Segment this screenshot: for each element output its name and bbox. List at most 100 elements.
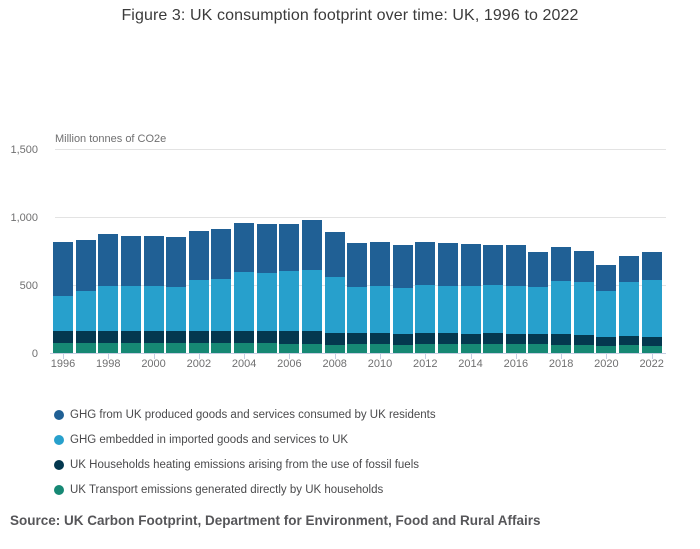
- bar-segment[interactable]: [211, 279, 232, 331]
- bar-segment[interactable]: [392, 245, 413, 288]
- bar-segment[interactable]: [234, 343, 255, 353]
- bar-2020[interactable]: [596, 264, 617, 353]
- bar-2008[interactable]: [324, 231, 345, 353]
- bar-2016[interactable]: [505, 245, 526, 353]
- bar-2015[interactable]: [483, 244, 504, 353]
- bar-2017[interactable]: [528, 252, 549, 353]
- bar-segment[interactable]: [188, 230, 209, 280]
- bar-segment[interactable]: [211, 343, 232, 353]
- bar-segment[interactable]: [234, 271, 255, 331]
- bar-segment[interactable]: [324, 344, 345, 353]
- bar-segment[interactable]: [98, 285, 119, 331]
- bar-segment[interactable]: [596, 290, 617, 337]
- bar-segment[interactable]: [302, 270, 323, 332]
- bar-segment[interactable]: [279, 343, 300, 353]
- bar-segment[interactable]: [302, 331, 323, 344]
- bar-segment[interactable]: [483, 244, 504, 285]
- bar-segment[interactable]: [483, 344, 504, 353]
- bar-segment[interactable]: [460, 285, 481, 334]
- bar-segment[interactable]: [75, 330, 96, 344]
- bar-segment[interactable]: [505, 344, 526, 353]
- bar-2006[interactable]: [279, 224, 300, 353]
- bar-segment[interactable]: [392, 333, 413, 345]
- bar-segment[interactable]: [437, 242, 458, 286]
- bar-segment[interactable]: [188, 330, 209, 344]
- bar-segment[interactable]: [415, 285, 436, 334]
- bar-1996[interactable]: [53, 241, 73, 353]
- bar-segment[interactable]: [573, 334, 594, 345]
- bar-segment[interactable]: [460, 343, 481, 353]
- bar-segment[interactable]: [166, 330, 187, 344]
- bar-segment[interactable]: [234, 330, 255, 344]
- bar-segment[interactable]: [75, 240, 96, 291]
- bar-segment[interactable]: [256, 343, 277, 353]
- bar-segment[interactable]: [53, 343, 73, 353]
- bar-segment[interactable]: [347, 243, 368, 287]
- bar-segment[interactable]: [143, 343, 164, 353]
- bar-segment[interactable]: [437, 285, 458, 334]
- bar-segment[interactable]: [234, 223, 255, 272]
- bar-segment[interactable]: [120, 343, 141, 353]
- bar-segment[interactable]: [347, 286, 368, 334]
- bar-segment[interactable]: [256, 224, 277, 273]
- bar-2007[interactable]: [302, 220, 323, 353]
- bar-segment[interactable]: [505, 245, 526, 286]
- bar-1999[interactable]: [120, 236, 141, 353]
- bar-segment[interactable]: [415, 241, 436, 285]
- bar-segment[interactable]: [98, 234, 119, 286]
- bar-2011[interactable]: [392, 245, 413, 353]
- bar-segment[interactable]: [641, 336, 662, 346]
- bar-segment[interactable]: [211, 330, 232, 344]
- bar-segment[interactable]: [460, 333, 481, 344]
- bar-segment[interactable]: [120, 330, 141, 344]
- bar-segment[interactable]: [392, 344, 413, 353]
- bar-segment[interactable]: [211, 228, 232, 280]
- bar-segment[interactable]: [415, 333, 436, 345]
- bar-segment[interactable]: [98, 343, 119, 353]
- bar-2001[interactable]: [166, 237, 187, 353]
- bar-segment[interactable]: [166, 343, 187, 353]
- bar-2005[interactable]: [256, 224, 277, 353]
- bar-segment[interactable]: [143, 285, 164, 331]
- bar-segment[interactable]: [619, 282, 640, 336]
- bar-segment[interactable]: [528, 344, 549, 353]
- bar-segment[interactable]: [551, 333, 572, 345]
- bar-segment[interactable]: [98, 330, 119, 344]
- bar-segment[interactable]: [53, 295, 73, 331]
- bar-2019[interactable]: [573, 250, 594, 353]
- bar-segment[interactable]: [528, 252, 549, 287]
- bar-segment[interactable]: [437, 343, 458, 353]
- bar-2000[interactable]: [143, 236, 164, 353]
- bar-segment[interactable]: [369, 285, 390, 333]
- bar-segment[interactable]: [143, 330, 164, 344]
- bar-2014[interactable]: [460, 244, 481, 353]
- bar-segment[interactable]: [53, 330, 73, 344]
- bar-segment[interactable]: [551, 280, 572, 334]
- bar-segment[interactable]: [75, 343, 96, 353]
- bar-segment[interactable]: [551, 344, 572, 353]
- bar-segment[interactable]: [619, 255, 640, 283]
- bar-segment[interactable]: [188, 279, 209, 331]
- bar-segment[interactable]: [460, 244, 481, 286]
- bar-2004[interactable]: [234, 223, 255, 353]
- bar-segment[interactable]: [347, 333, 368, 345]
- bar-segment[interactable]: [573, 250, 594, 282]
- bar-segment[interactable]: [573, 344, 594, 353]
- bar-2022[interactable]: [641, 252, 662, 353]
- bar-segment[interactable]: [369, 332, 390, 344]
- bar-2013[interactable]: [437, 242, 458, 353]
- bar-segment[interactable]: [505, 333, 526, 345]
- bar-2003[interactable]: [211, 228, 232, 353]
- bar-2012[interactable]: [415, 241, 436, 353]
- bar-segment[interactable]: [324, 231, 345, 277]
- bar-segment[interactable]: [641, 252, 662, 280]
- bar-segment[interactable]: [166, 286, 187, 331]
- bar-segment[interactable]: [619, 335, 640, 346]
- bar-segment[interactable]: [324, 332, 345, 345]
- bar-segment[interactable]: [573, 281, 594, 335]
- bar-segment[interactable]: [279, 224, 300, 271]
- bar-segment[interactable]: [279, 270, 300, 332]
- bar-segment[interactable]: [392, 287, 413, 334]
- bar-segment[interactable]: [324, 276, 345, 333]
- bar-segment[interactable]: [437, 333, 458, 344]
